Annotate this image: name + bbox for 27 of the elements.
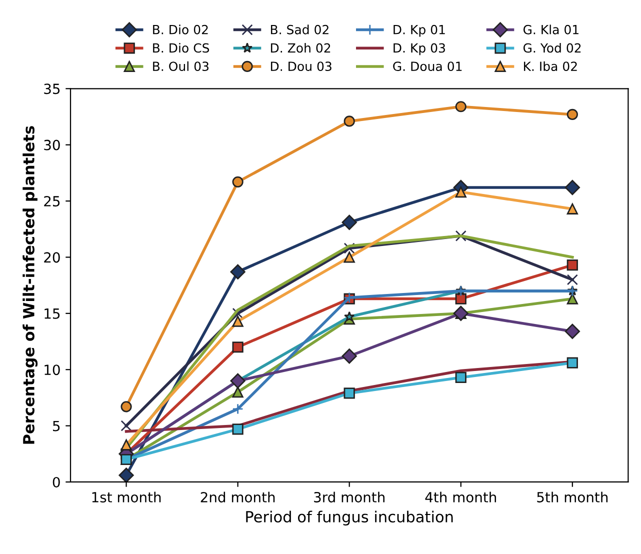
legend-label: B. Oul 03 <box>153 61 208 72</box>
y-tick-label: 15 <box>44 308 60 319</box>
x-tick-label: 1st month <box>92 492 161 502</box>
y-tick-label: 35 <box>44 84 60 94</box>
y-axis-title: Percentage of Wilt-infected plantlets <box>22 126 38 444</box>
x-axis-title: Period of fungus incubation <box>246 510 453 526</box>
x-tick-label: 4th month <box>425 492 496 502</box>
legend-label: G. Yod 02 <box>523 43 581 53</box>
y-tick-label: 20 <box>44 252 60 263</box>
legend-label: D. Kp 03 <box>394 43 445 56</box>
legend-label: B. Sad 02 <box>270 24 328 34</box>
legend-label: G. Doua 01 <box>393 62 462 72</box>
legend-label: D. Kp 01 <box>394 24 445 37</box>
x-tick-label: 3rd month <box>314 492 384 502</box>
y-tick-label: 5 <box>53 420 60 432</box>
legend-label: D. Dou 03 <box>270 62 332 72</box>
legend-label: K. Iba 02 <box>524 61 577 72</box>
legend-label: G. Kla 01 <box>523 24 578 34</box>
y-tick-label: 0 <box>52 476 60 488</box>
x-tick-label: 2nd month <box>200 492 275 502</box>
legend-label: D. Zoh 02 <box>270 43 330 53</box>
x-tick-label: 5th month <box>537 492 608 502</box>
y-tick-label: 30 <box>44 140 60 150</box>
legend-label: B. Dio 02 <box>153 24 208 34</box>
y-tick-label: 10 <box>44 364 60 376</box>
legend-label: B. Dio CS <box>153 43 210 53</box>
y-tick-label: 25 <box>44 196 60 206</box>
